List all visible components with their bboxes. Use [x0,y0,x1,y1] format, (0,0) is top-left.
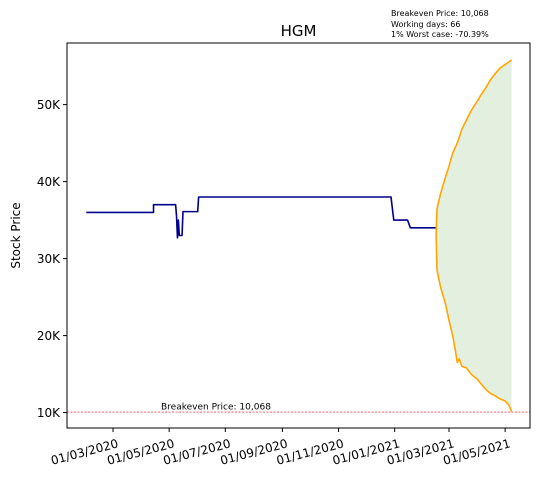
plot-frame [66,42,531,429]
y-axis-label: Stock Price [9,202,23,268]
y-tick-label: 50K [37,98,61,112]
series-layer [86,59,513,413]
projection-upper-line [435,59,513,236]
summary-working-days: Working days: 66 [391,19,461,29]
projection-fill-layer [436,59,512,412]
y-tick-label: 40K [37,175,61,189]
summary-worst-case: 1% Worst case: -70.39% [391,30,489,39]
price-history-line [86,196,437,239]
breakeven-layer: Breakeven Price: 10,068 [67,403,530,413]
breakeven-label: Breakeven Price: 10,068 [161,403,271,413]
projection-lower-line [435,235,513,413]
summary-breakeven: Breakeven Price: 10,068 [391,9,489,18]
y-tick-label: 20K [37,329,61,343]
chart-title: HGM [281,22,317,40]
y-tick-label: 10K [37,406,61,420]
summary-annotation: Breakeven Price: 10,068 Working days: 66… [391,9,489,41]
projection-band [436,59,512,412]
y-tick-label: 30K [37,252,61,266]
